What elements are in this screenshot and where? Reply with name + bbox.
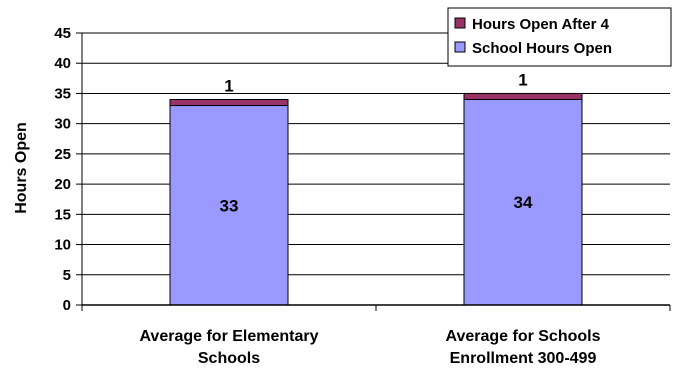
y-axis-title: Hours Open xyxy=(13,122,30,214)
y-axis: 0 5 10 15 20 25 30 35 40 45 xyxy=(54,25,83,314)
y-tick-label: 30 xyxy=(54,116,71,133)
x-category-label: Average for Elementary xyxy=(139,328,318,345)
y-tick-label: 20 xyxy=(54,176,71,193)
legend-entry: Hours Open After 4 xyxy=(472,16,610,33)
y-tick-label: 35 xyxy=(54,85,71,102)
x-category-label: Average for Schools xyxy=(445,328,600,345)
legend-swatch xyxy=(454,17,466,29)
y-tick-label: 15 xyxy=(54,206,71,223)
x-axis: Average for Elementary Schools Average for… xyxy=(81,304,671,367)
data-label: 1 xyxy=(224,76,233,95)
y-tick-label: 5 xyxy=(63,267,71,284)
bars xyxy=(169,92,583,306)
legend-entry: School Hours Open xyxy=(472,40,612,57)
bar-segment-school-hours xyxy=(169,105,289,306)
x-category-label: Enrollment 300-499 xyxy=(450,350,597,367)
x-category-label: Schools xyxy=(198,350,260,367)
data-label: 1 xyxy=(518,70,527,89)
data-label: 33 xyxy=(220,196,239,215)
y-tick-label: 10 xyxy=(54,237,71,254)
y-tick-label: 45 xyxy=(54,25,71,42)
legend: Hours Open After 4 School Hours Open xyxy=(447,7,672,67)
legend-swatch xyxy=(454,41,466,53)
y-tick-label: 0 xyxy=(63,297,71,314)
legend-box xyxy=(447,7,672,67)
bar-segment-after-4 xyxy=(463,92,583,100)
bar-segment-school-hours xyxy=(463,98,583,306)
data-labels: 33 1 34 1 xyxy=(220,70,533,215)
data-label: 34 xyxy=(514,193,533,212)
y-tick-label: 25 xyxy=(54,146,71,163)
y-tick-label: 40 xyxy=(54,55,71,72)
bar-segment-after-4 xyxy=(169,98,289,107)
